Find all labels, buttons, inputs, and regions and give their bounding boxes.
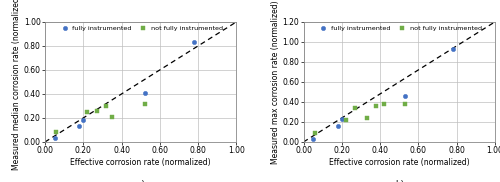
not fully instrumented bbox=[372, 104, 380, 107]
fully instrumented bbox=[190, 41, 198, 44]
fully instrumented bbox=[338, 118, 346, 120]
not fully instrumented bbox=[362, 116, 370, 119]
not fully instrumented bbox=[140, 102, 148, 105]
not fully instrumented bbox=[108, 115, 116, 118]
not fully instrumented bbox=[401, 102, 409, 105]
Y-axis label: Measured median corrosion rate (normalized): Measured median corrosion rate (normaliz… bbox=[12, 0, 21, 170]
not fully instrumented bbox=[102, 104, 110, 107]
Text: a): a) bbox=[136, 180, 145, 182]
fully instrumented bbox=[334, 124, 342, 127]
Text: b): b) bbox=[395, 180, 404, 182]
Y-axis label: Measured max corrosion rate (normalized): Measured max corrosion rate (normalized) bbox=[270, 0, 280, 164]
fully instrumented bbox=[401, 94, 409, 97]
fully instrumented bbox=[140, 91, 148, 94]
X-axis label: Effective corrosion rate (normalized): Effective corrosion rate (normalized) bbox=[70, 158, 211, 167]
Legend: fully instrumented, not fully instrumented: fully instrumented, not fully instrument… bbox=[316, 25, 482, 32]
not fully instrumented bbox=[83, 110, 91, 113]
Legend: fully instrumented, not fully instrumented: fully instrumented, not fully instrument… bbox=[58, 25, 224, 32]
fully instrumented bbox=[50, 137, 58, 140]
not fully instrumented bbox=[380, 102, 388, 105]
fully instrumented bbox=[80, 119, 88, 122]
not fully instrumented bbox=[311, 131, 319, 134]
not fully instrumented bbox=[52, 131, 60, 134]
fully instrumented bbox=[76, 125, 84, 128]
not fully instrumented bbox=[351, 106, 359, 109]
not fully instrumented bbox=[342, 118, 349, 121]
fully instrumented bbox=[309, 138, 317, 141]
X-axis label: Effective corrosion rate (normalized): Effective corrosion rate (normalized) bbox=[329, 158, 470, 167]
fully instrumented bbox=[449, 47, 457, 50]
not fully instrumented bbox=[92, 109, 100, 112]
